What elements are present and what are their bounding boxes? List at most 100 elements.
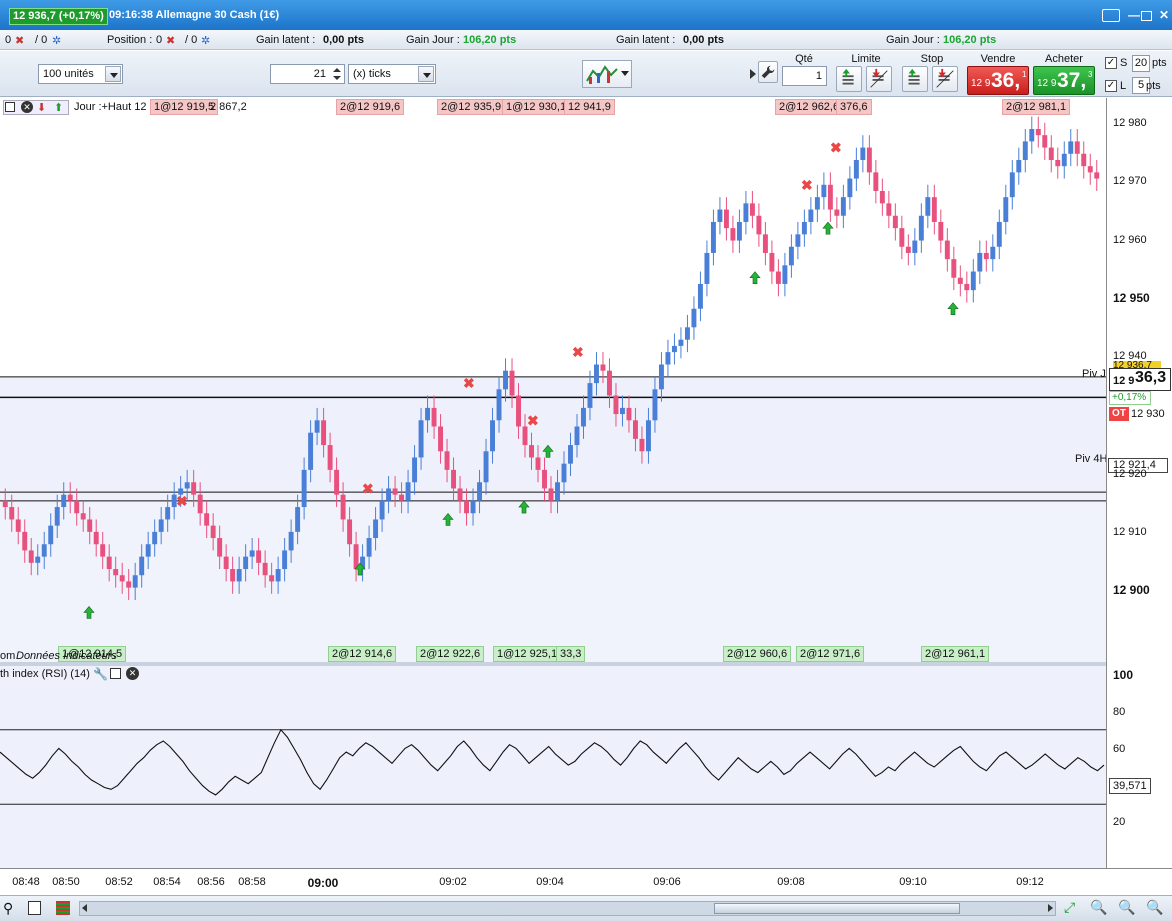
candle[interactable] — [626, 407, 632, 421]
candle[interactable] — [340, 494, 346, 520]
sell-marker-icon[interactable]: ✖ — [176, 493, 188, 509]
candle[interactable] — [529, 445, 534, 458]
close-button[interactable]: ✕ — [1158, 8, 1170, 22]
candle[interactable] — [464, 500, 470, 514]
close-icon[interactable]: ✕ — [21, 101, 33, 113]
arrow-up-icon[interactable]: ⬆ — [54, 102, 64, 114]
limit-distance-input[interactable]: 5 — [1132, 77, 1150, 94]
candle[interactable] — [366, 538, 372, 557]
candle[interactable] — [119, 575, 125, 582]
candle[interactable] — [886, 203, 892, 216]
candle[interactable] — [509, 370, 515, 396]
candle[interactable] — [697, 283, 703, 309]
candle[interactable] — [360, 556, 366, 570]
candle[interactable] — [827, 184, 833, 210]
candle[interactable] — [756, 215, 762, 235]
candle[interactable] — [723, 209, 729, 229]
rsi-panel[interactable]: th index (RSI) (14) 🔧 ✕ — [0, 666, 1106, 868]
order-ticket-badge[interactable]: OT — [1109, 407, 1129, 421]
trade-tag-top[interactable]: 2@12 962,6 — [775, 99, 844, 115]
data-table-icon[interactable] — [56, 901, 70, 915]
candle[interactable] — [555, 482, 560, 501]
candle[interactable] — [931, 197, 937, 222]
candle[interactable] — [483, 451, 489, 483]
candle[interactable] — [158, 519, 164, 532]
list-icon[interactable] — [28, 901, 41, 915]
candle[interactable] — [847, 178, 853, 198]
candle[interactable] — [964, 283, 970, 291]
candle[interactable] — [951, 259, 957, 278]
window-icon[interactable] — [5, 102, 15, 112]
candle[interactable] — [808, 209, 814, 222]
candle[interactable] — [574, 426, 580, 446]
candle[interactable] — [327, 445, 333, 470]
candle[interactable] — [801, 221, 807, 235]
sell-marker-icon[interactable]: ✖ — [527, 412, 539, 428]
candle[interactable] — [860, 147, 866, 160]
trade-tag-bottom[interactable]: 2@12 961,1 — [921, 646, 990, 662]
zoom-out-icon[interactable]: 🔍 — [1146, 899, 1164, 915]
candle[interactable] — [788, 246, 794, 266]
price-axis[interactable]: 12 980 12 970 12 960 12 950 12 940 12 93… — [1106, 98, 1172, 868]
scroll-left-icon[interactable] — [82, 904, 87, 912]
candle[interactable] — [684, 327, 690, 340]
candle[interactable] — [48, 525, 54, 545]
candle[interactable] — [561, 463, 567, 483]
candle[interactable] — [379, 500, 385, 520]
candle[interactable] — [983, 252, 989, 260]
candle[interactable] — [736, 221, 742, 241]
limit-checkbox[interactable]: ✓ — [1105, 80, 1117, 92]
sell-marker-icon[interactable]: ✖ — [830, 140, 842, 156]
window-icon[interactable] — [110, 668, 121, 679]
candle[interactable] — [490, 420, 495, 452]
trade-tag-top[interactable]: 2@12 919,6 — [336, 99, 405, 115]
trade-tag-bottom[interactable]: 2@12 914,6 — [328, 646, 397, 662]
candle[interactable] — [918, 215, 924, 241]
candle[interactable] — [308, 432, 314, 470]
candle[interactable] — [353, 544, 359, 570]
candle[interactable] — [334, 469, 340, 495]
candle[interactable] — [1087, 166, 1093, 173]
candle[interactable] — [775, 271, 781, 284]
candle[interactable] — [106, 556, 112, 570]
candle[interactable] — [795, 234, 801, 247]
candle[interactable] — [67, 494, 73, 501]
candle[interactable] — [840, 197, 846, 216]
candle[interactable] — [373, 519, 379, 539]
candle[interactable] — [22, 531, 28, 551]
candle[interactable] — [1035, 128, 1041, 136]
stop-sell-button[interactable] — [932, 66, 958, 92]
trade-tag-bottom[interactable]: 2@12 960,6 — [723, 646, 792, 662]
trade-tag-top[interactable]: 1@12 930,1 — [502, 99, 571, 115]
candle[interactable] — [392, 488, 398, 495]
candle[interactable] — [1094, 172, 1100, 179]
candle[interactable] — [645, 420, 651, 452]
candle[interactable] — [496, 389, 502, 421]
arrow-down-icon[interactable]: ⬇ — [37, 102, 47, 114]
candle[interactable] — [347, 519, 353, 545]
candle[interactable] — [782, 265, 788, 284]
buy-marker-icon[interactable] — [518, 500, 530, 514]
buy-marker-icon[interactable] — [442, 512, 454, 526]
candle[interactable] — [671, 345, 677, 353]
stop-distance-input[interactable]: 20 — [1132, 55, 1150, 72]
buy-marker-icon[interactable] — [947, 302, 959, 316]
close-icon[interactable]: ✕ — [126, 667, 139, 680]
candle[interactable] — [600, 364, 606, 371]
ticks-unit-select[interactable]: (x) ticks — [348, 64, 436, 84]
minimize-button[interactable]: — — [1128, 8, 1140, 22]
trade-tag-bottom[interactable]: 2@12 922,6 — [416, 646, 485, 662]
zoom-area-icon[interactable]: 🔍 — [1090, 899, 1108, 915]
candle[interactable] — [717, 209, 723, 222]
candle[interactable] — [1003, 197, 1009, 222]
candle[interactable] — [912, 240, 918, 253]
candle[interactable] — [178, 488, 184, 495]
candle[interactable] — [126, 581, 132, 588]
candle[interactable] — [87, 519, 93, 532]
candle[interactable] — [301, 469, 307, 508]
candle[interactable] — [451, 469, 457, 489]
qty-input[interactable]: 1 — [782, 66, 827, 86]
candle[interactable] — [1074, 141, 1080, 154]
candle[interactable] — [100, 544, 106, 557]
candle[interactable] — [587, 383, 593, 408]
